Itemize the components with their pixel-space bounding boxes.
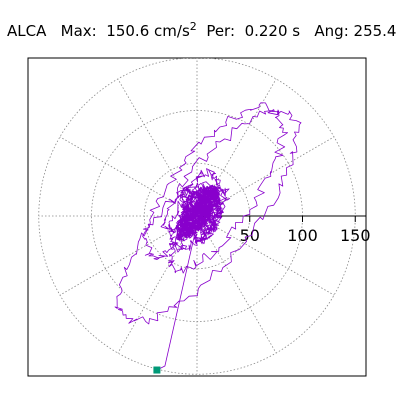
ang-label: Ang: bbox=[314, 22, 349, 40]
per-value: 0.220 s bbox=[244, 22, 301, 40]
orbit-path bbox=[114, 102, 302, 371]
grid-spoke-150 bbox=[59, 136, 198, 217]
chart-header: ALCA Max: 150.6 cm/s2 Per: 0.220 s Ang: … bbox=[7, 20, 396, 40]
max-label: Max: bbox=[60, 22, 97, 40]
radial-axis: 50 100 150 bbox=[197, 215, 371, 245]
peak-marker bbox=[153, 366, 161, 374]
orbit-trace bbox=[114, 102, 302, 371]
peak-marker-layer bbox=[153, 366, 161, 374]
max-value: 150.6 bbox=[106, 22, 150, 40]
max-unit-exponent: 2 bbox=[189, 20, 197, 33]
radial-tick-label-50: 50 bbox=[240, 226, 260, 245]
radial-tick-label-100: 100 bbox=[287, 226, 318, 245]
max-unit: cm/s bbox=[154, 22, 190, 40]
station-name: ALCA bbox=[7, 22, 47, 40]
radial-tick-label-150: 150 bbox=[340, 226, 371, 245]
per-label: Per: bbox=[206, 22, 236, 40]
ang-value: 255.4 bbox=[353, 22, 397, 40]
